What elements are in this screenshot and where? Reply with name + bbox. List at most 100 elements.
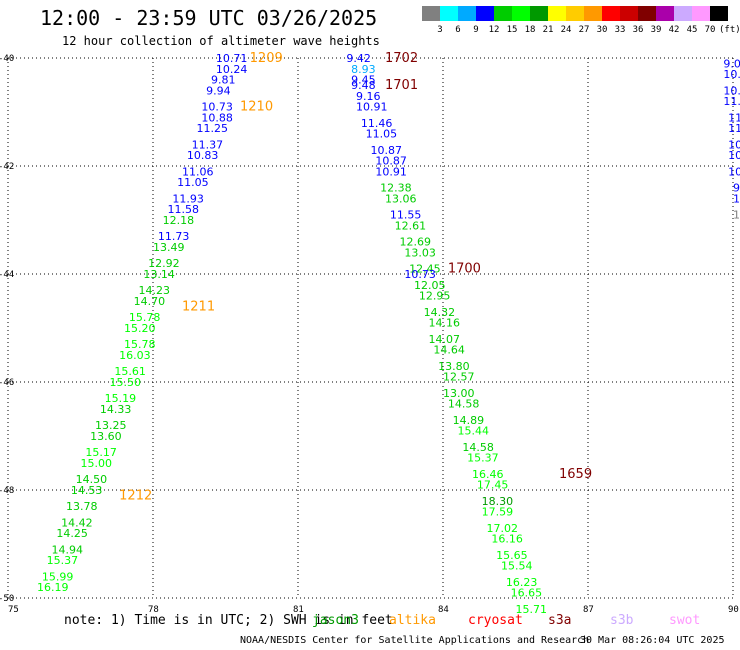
- color-swatch: [692, 6, 710, 21]
- wave-height-value: 14.42: [61, 516, 93, 529]
- wave-height-value: 14.25: [56, 527, 87, 540]
- wave-height-value: 10: [728, 149, 740, 162]
- map-subtitle: 12 hour collection of altimeter wave hei…: [62, 34, 380, 48]
- wave-height-value: 13.25: [95, 419, 127, 432]
- x-tick-label: 84: [438, 605, 449, 615]
- color-scale-label: 15: [506, 25, 518, 35]
- credit-line: NOAA/NESDIS Center for Satellite Applica…: [240, 635, 590, 646]
- color-scale-label: 39: [650, 25, 662, 35]
- wave-height-value: 10.91: [375, 165, 407, 178]
- wave-height-value: 14.32: [424, 306, 456, 319]
- wave-height-value: 15.44: [458, 425, 490, 438]
- color-scale-label: 45: [686, 25, 698, 35]
- wave-height-value: 18.30: [482, 495, 513, 508]
- wave-height-value: 9.48: [351, 79, 376, 92]
- wave-height-value: 10: [733, 192, 740, 205]
- wave-height-value: 15.50: [110, 376, 142, 389]
- wave-height-value: 16.23: [506, 576, 538, 589]
- wave-height-value: 15.00: [81, 457, 113, 470]
- wave-height-value: 14.33: [100, 403, 132, 416]
- wave-height-value: 13.06: [385, 192, 417, 205]
- pass-label: 1700: [448, 262, 481, 277]
- pass-label: 1702: [385, 51, 418, 66]
- color-swatch: [584, 6, 602, 21]
- wave-height-value: 12.69: [400, 236, 432, 249]
- wave-height-value: 9.45: [351, 74, 376, 87]
- color-swatch: [602, 6, 620, 21]
- wave-height-value: 11.06: [182, 165, 214, 178]
- wave-height-value: 10.88: [201, 111, 233, 124]
- wave-height-value: 13.03: [404, 246, 436, 259]
- wave-height-value: 10.1: [723, 84, 740, 97]
- wave-height-value: 13.60: [90, 430, 122, 443]
- color-swatch: [530, 6, 548, 21]
- wave-height-value: 10.83: [187, 149, 219, 162]
- wave-height-value: 14.53: [71, 484, 103, 497]
- pass-label: 1209: [250, 51, 283, 66]
- wave-height-value: 11.9: [728, 122, 740, 135]
- wave-height-value: 12.45: [409, 263, 441, 276]
- y-tick-label: -48: [0, 486, 14, 496]
- wave-height-value: 15.71: [516, 603, 548, 616]
- wave-height-value: 11.37: [192, 138, 224, 151]
- color-swatch: [512, 6, 530, 21]
- wave-height-value: 9.42: [346, 52, 371, 65]
- x-tick-label: 75: [8, 605, 19, 615]
- x-tick-label: 81: [293, 605, 304, 615]
- map-title: 12:00 - 23:59 UTC 03/26/2025: [40, 6, 378, 30]
- y-tick-label: -46: [0, 378, 14, 388]
- color-scale-label: 33: [614, 25, 626, 35]
- x-tick-label: 90: [728, 605, 739, 615]
- color-scale-label: 12: [488, 25, 500, 35]
- wave-height-value: 13.00: [443, 387, 475, 400]
- color-scale-label: 21: [542, 25, 554, 35]
- wave-height-value: 1: [733, 209, 740, 222]
- color-scale-label: 24: [560, 25, 572, 35]
- wave-height-value: 14.58: [448, 398, 480, 411]
- wave-height-value: 10.87: [375, 155, 407, 168]
- y-tick-label: -42: [0, 162, 14, 172]
- legend-entry-s3a: s3a: [548, 613, 572, 628]
- wave-height-value: 10.: [728, 138, 740, 151]
- wave-height-value: 13.80: [438, 360, 470, 373]
- wave-height-value: 9: [733, 182, 740, 195]
- wave-height-value: 15.17: [85, 446, 117, 459]
- wave-height-value: 14.94: [52, 543, 84, 556]
- wave-height-value: 10.24: [216, 63, 248, 76]
- color-swatch: [710, 6, 728, 21]
- pass-label: 1211: [182, 299, 215, 314]
- wave-height-value: 14.89: [453, 414, 485, 427]
- color-swatch: [656, 6, 674, 21]
- legend-entry-s3b: s3b: [610, 613, 634, 628]
- wave-height-value: 11.9: [723, 95, 740, 108]
- wave-height-value: 15.20: [124, 322, 156, 335]
- wave-height-value: 14.16: [429, 317, 461, 330]
- color-swatch: [638, 6, 656, 21]
- wave-height-value: 13.49: [153, 241, 185, 254]
- color-scale-label: 30: [596, 25, 608, 35]
- y-tick-label: -50: [0, 594, 14, 604]
- wave-height-value: 12.61: [395, 219, 427, 232]
- wave-height-value: 10.3: [723, 68, 740, 81]
- pass-label: 1212: [119, 488, 152, 503]
- color-swatch: [422, 6, 440, 21]
- wave-height-value: 16.65: [511, 587, 542, 600]
- color-scale-label: 6: [455, 25, 461, 35]
- color-swatch: [620, 6, 638, 21]
- wave-height-value: 12.57: [443, 371, 475, 384]
- color-swatch: [476, 6, 494, 21]
- wave-height-value: 12.92: [148, 257, 180, 270]
- wave-height-value: 15.37: [467, 452, 499, 465]
- wave-height-value: 17.45: [477, 479, 509, 492]
- wave-height-value: 17.59: [482, 506, 513, 519]
- wave-height-value: 11.8: [728, 111, 740, 124]
- x-tick-label: 87: [583, 605, 594, 615]
- footer-note: note: 1) Time is in UTC; 2) SWH is in fe…: [64, 613, 393, 628]
- wave-height-value: 10.71: [216, 52, 248, 65]
- wave-height-value: 11.55: [390, 209, 422, 222]
- legend-entry-cryosat: cryosat: [468, 613, 523, 628]
- color-swatch: [674, 6, 692, 21]
- wave-height-value: 9.09: [723, 57, 740, 70]
- wave-height-value: 11.25: [197, 122, 229, 135]
